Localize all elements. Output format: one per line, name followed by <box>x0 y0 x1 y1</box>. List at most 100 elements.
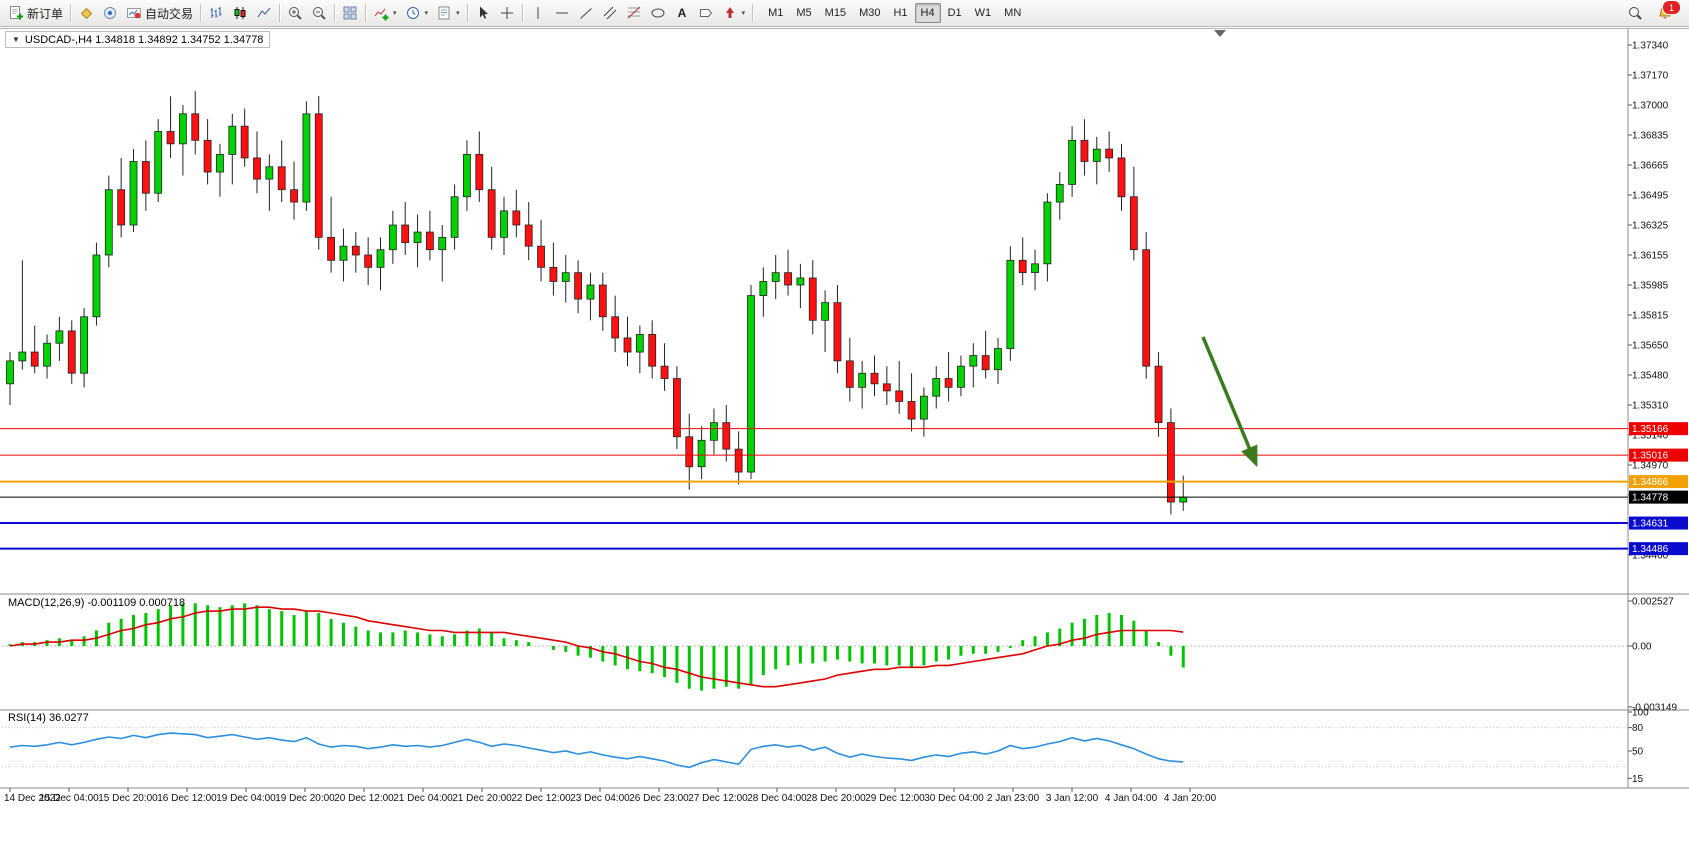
one-click-trading-expander[interactable]: ▼ <box>12 35 20 44</box>
candle-bear <box>327 236 336 261</box>
auto-trading-button[interactable]: 自动交易 <box>122 2 197 24</box>
price-badge-label: 1.34778 <box>1632 493 1669 504</box>
price-axis-label: 1.35310 <box>1632 401 1669 412</box>
timeframe-MN[interactable]: MN <box>998 3 1027 23</box>
vertical-line-button[interactable] <box>526 2 550 24</box>
candle-bull <box>104 189 113 256</box>
zoom-out-button[interactable] <box>307 2 331 24</box>
price-axis-label: 1.36835 <box>1632 131 1669 142</box>
text-label-button[interactable] <box>694 2 718 24</box>
crosshair-button[interactable] <box>495 2 519 24</box>
periods-button[interactable]: ▾ <box>401 2 433 24</box>
timeframe-M30[interactable]: M30 <box>853 3 886 23</box>
dropdown-caret-icon: ▾ <box>424 10 429 17</box>
dropdown-caret-icon: ▾ <box>741 10 746 17</box>
candlestick-chart-button[interactable] <box>228 2 252 24</box>
candle-bull <box>771 272 780 282</box>
candle-bear <box>253 157 261 180</box>
auto-trading-icon <box>127 8 142 19</box>
time-axis-label: 19 Dec 04:00 <box>216 793 276 804</box>
candle-bull <box>18 351 27 362</box>
candle-bear <box>895 390 904 402</box>
shapes-button[interactable] <box>646 2 670 24</box>
tile-windows-button[interactable] <box>338 2 362 24</box>
cursor-button[interactable] <box>471 2 495 24</box>
candle-bear <box>833 302 842 362</box>
timeframe-M15[interactable]: M15 <box>819 3 852 23</box>
time-axis-label: 21 Dec 20:00 <box>452 793 512 804</box>
candle-bear <box>364 254 373 268</box>
time-axis-label: 29 Dec 12:00 <box>865 793 925 804</box>
horizontal-line-icon <box>555 12 568 14</box>
candle-bear <box>487 189 496 238</box>
trendline-icon <box>579 8 592 19</box>
timeframe-W1[interactable]: W1 <box>969 3 998 23</box>
price-badge <box>1629 542 1688 556</box>
strategy-tester-button[interactable] <box>98 2 122 24</box>
trend-arrow-annotation[interactable] <box>1201 336 1258 468</box>
clock-icon <box>406 7 419 19</box>
candle-bull <box>1068 139 1076 185</box>
text-button[interactable]: A <box>670 2 694 24</box>
zoom-in-icon <box>289 7 302 20</box>
macd-signal-line <box>9 606 1184 688</box>
tile-windows-icon <box>343 6 357 20</box>
price-badge-label: 1.35016 <box>1632 451 1669 462</box>
arrows-button[interactable]: ▾ <box>718 2 750 24</box>
fibonacci-button[interactable] <box>622 2 646 24</box>
indicators-button[interactable]: ▾ <box>369 2 401 24</box>
candle-bear <box>1154 365 1163 424</box>
price-axis-label: 1.34970 <box>1632 461 1669 472</box>
candle-bear <box>660 365 669 379</box>
chart-shift-marker[interactable] <box>1214 30 1226 37</box>
timeframe-D1[interactable]: D1 <box>942 3 968 23</box>
candle-bull <box>1179 496 1188 503</box>
candle-bull <box>216 154 224 173</box>
price-axis-label: 1.37340 <box>1632 41 1669 52</box>
search-button[interactable] <box>1623 2 1647 24</box>
candle-bull <box>821 302 829 321</box>
time-axis-label: 27 Dec 12:00 <box>688 793 748 804</box>
timeframe-M1[interactable]: M1 <box>762 3 789 23</box>
zoom-in-button[interactable] <box>283 2 307 24</box>
new-order-button[interactable]: 新订单 <box>4 2 67 24</box>
zoom-out-icon <box>313 7 326 20</box>
toolbar-separator <box>365 4 367 22</box>
candle-bear <box>203 139 212 173</box>
candle-bear <box>981 355 990 371</box>
timeframe-H4[interactable]: H4 <box>914 3 941 23</box>
horizontal-line-button[interactable] <box>550 2 574 24</box>
candle-bull <box>796 277 805 286</box>
timeframe-H1[interactable]: H1 <box>887 3 913 23</box>
candle-bull <box>80 316 88 374</box>
toolbar-separator <box>70 4 72 22</box>
trendline-button[interactable] <box>574 2 598 24</box>
macd-axis-label: 0.002527 <box>1632 597 1674 608</box>
rsi-line <box>9 732 1184 769</box>
equidistant-channel-button[interactable] <box>598 2 622 24</box>
line-chart-button[interactable] <box>252 2 276 24</box>
candle-bear <box>1080 139 1089 162</box>
price-axis-label: 1.35815 <box>1632 311 1669 322</box>
time-axis-label: 16 Dec 12:00 <box>157 793 217 804</box>
text-label-icon <box>699 9 712 17</box>
candle-bear <box>549 266 558 282</box>
rsi-axis-label: 15 <box>1632 774 1644 785</box>
timeframe-M5[interactable]: M5 <box>790 3 817 23</box>
candle-bear <box>574 272 582 300</box>
candle-bear <box>1142 249 1151 367</box>
dropdown-caret-icon: ▾ <box>393 10 397 17</box>
notifications-button[interactable]: 1 <box>1655 0 1681 23</box>
dropdown-caret-icon: ▾ <box>456 10 460 17</box>
price-axis-label: 1.36495 <box>1632 191 1669 202</box>
candle-bull <box>500 210 508 238</box>
metaeditor-button[interactable] <box>74 2 98 24</box>
bar-chart-button[interactable] <box>204 2 228 24</box>
indicators-icon <box>374 8 389 21</box>
templates-button[interactable]: ▾ <box>432 2 464 24</box>
svg-text:A: A <box>677 6 686 20</box>
toolbar-separator <box>334 4 336 22</box>
candle-bear <box>722 422 731 450</box>
